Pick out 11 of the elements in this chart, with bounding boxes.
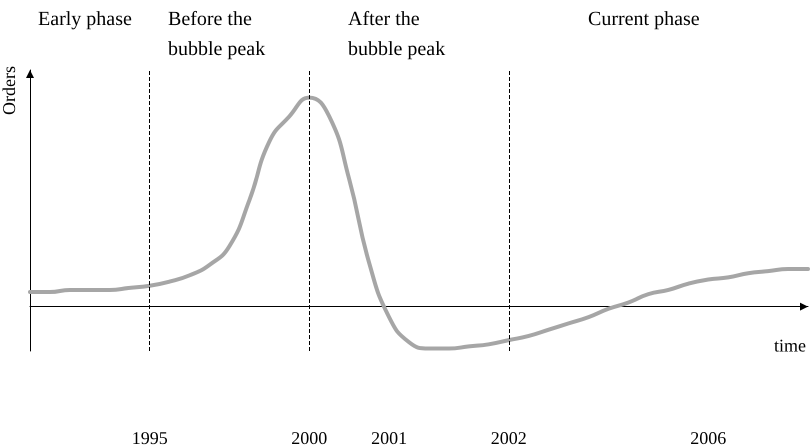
y-axis-title: Orders bbox=[0, 66, 19, 115]
x-tick-label: 2001 bbox=[371, 428, 408, 447]
x-tick-label: 1995 bbox=[132, 428, 168, 447]
text: After the bubble peak bbox=[348, 8, 446, 60]
text: Early phase bbox=[38, 8, 132, 30]
x-tick-label: 2000 bbox=[291, 428, 328, 447]
text: Current phase bbox=[588, 8, 700, 30]
x-axis-title: time bbox=[774, 336, 806, 356]
x-tick-label: 2006 bbox=[690, 428, 726, 447]
text: Before the bubble peak bbox=[168, 8, 266, 60]
x-tick-label: 2002 bbox=[490, 428, 527, 447]
